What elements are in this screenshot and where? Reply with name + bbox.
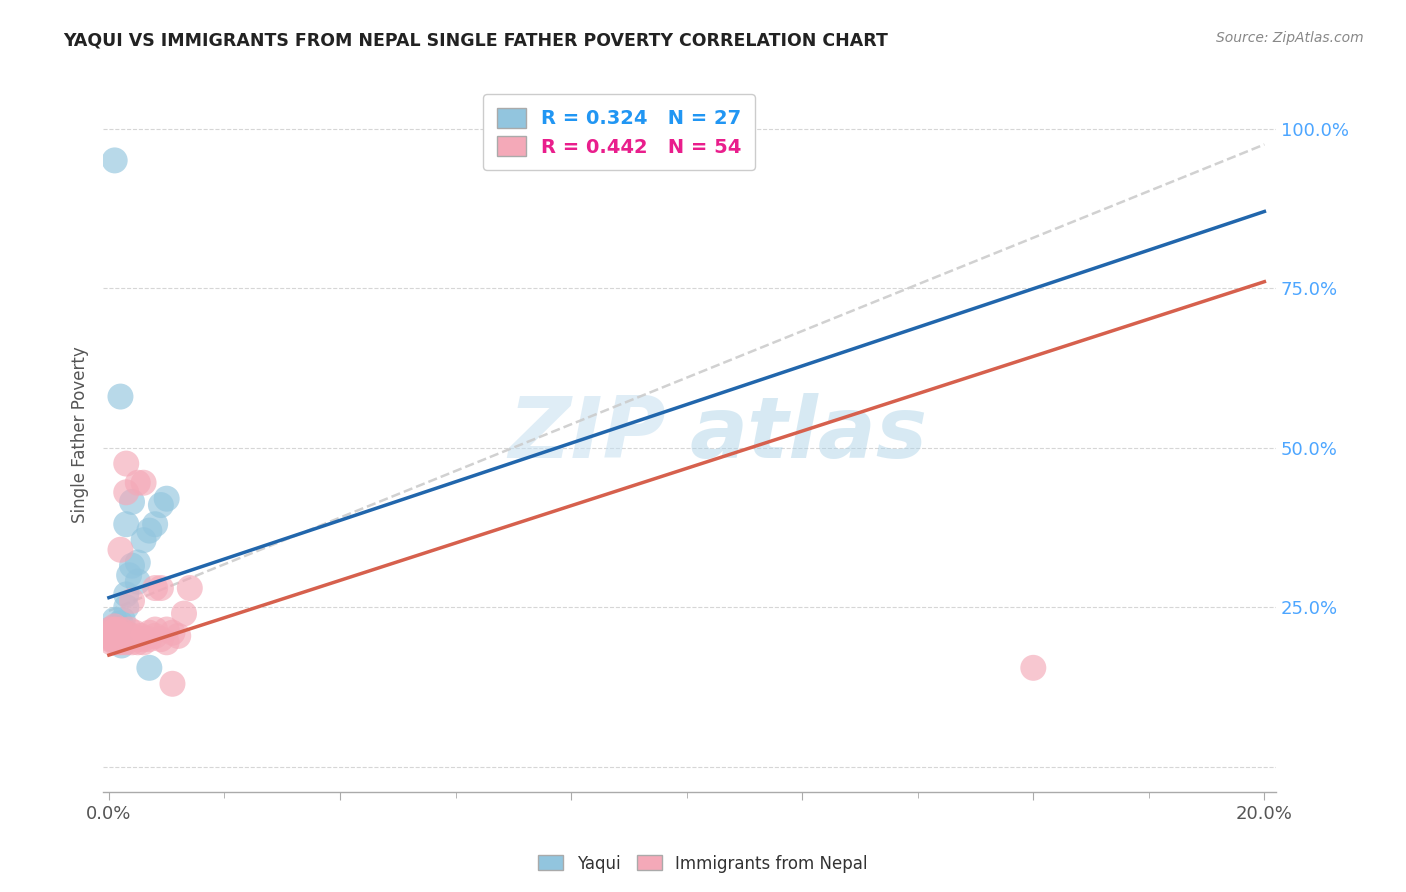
Text: YAQUI VS IMMIGRANTS FROM NEPAL SINGLE FATHER POVERTY CORRELATION CHART: YAQUI VS IMMIGRANTS FROM NEPAL SINGLE FA… (63, 31, 889, 49)
Point (103, 632, 125, 646)
Point (105, 625, 128, 640)
Point (104, 623, 127, 637)
Point (110, 623, 132, 637)
Point (110, 542, 132, 557)
Point (127, 635, 149, 649)
Point (101, 629, 124, 643)
Point (103, 632, 125, 646)
Point (156, 623, 179, 637)
Point (132, 533, 155, 548)
Point (162, 677, 184, 691)
Point (104, 613, 127, 627)
Point (115, 632, 138, 646)
Point (110, 635, 132, 649)
Point (107, 635, 129, 649)
Point (132, 632, 155, 646)
Point (132, 475, 155, 490)
Point (143, 517, 166, 532)
Point (121, 558, 143, 573)
Point (104, 625, 127, 640)
Point (100, 629, 122, 643)
Point (115, 457, 138, 471)
Point (104, 619, 127, 633)
Point (115, 587, 138, 601)
Point (98, 632, 121, 646)
Point (107, 623, 129, 637)
Point (101, 623, 124, 637)
Point (129, 629, 152, 643)
Point (115, 517, 138, 532)
Point (98, 623, 121, 637)
Point (110, 616, 132, 631)
Point (1022, 661, 1045, 675)
Text: ZIP: ZIP (509, 393, 666, 476)
Text: atlas: atlas (689, 393, 928, 476)
Point (127, 632, 149, 646)
Point (156, 635, 179, 649)
Point (111, 629, 134, 643)
Point (138, 625, 160, 640)
Point (105, 632, 128, 646)
Point (121, 635, 143, 649)
Point (104, 635, 127, 649)
Point (115, 600, 138, 615)
Point (162, 625, 184, 640)
Point (127, 574, 149, 589)
Point (143, 623, 166, 637)
Point (115, 625, 138, 640)
Point (121, 594, 143, 608)
Point (167, 629, 190, 643)
Point (121, 495, 143, 509)
Point (132, 635, 155, 649)
Point (111, 613, 134, 627)
Point (121, 629, 143, 643)
Point (143, 629, 166, 643)
Point (143, 581, 166, 595)
Point (100, 635, 122, 649)
Legend: R = 0.324   N = 27, R = 0.442   N = 54: R = 0.324 N = 27, R = 0.442 N = 54 (484, 95, 755, 170)
Point (101, 625, 124, 640)
Point (138, 524, 160, 538)
Point (149, 581, 172, 595)
Point (127, 475, 149, 490)
Legend: Yaqui, Immigrants from Nepal: Yaqui, Immigrants from Nepal (531, 848, 875, 880)
Point (118, 568, 141, 582)
Point (115, 635, 138, 649)
Point (149, 498, 172, 512)
Point (103, 629, 125, 643)
Point (104, 619, 127, 633)
Point (110, 639, 132, 653)
Point (173, 607, 195, 621)
Point (138, 661, 160, 675)
Point (100, 625, 122, 640)
Point (127, 556, 149, 570)
Point (110, 632, 132, 646)
Point (156, 491, 179, 506)
Point (104, 153, 127, 168)
Point (179, 581, 201, 595)
Point (124, 625, 146, 640)
Point (108, 625, 131, 640)
Point (115, 485, 138, 500)
Y-axis label: Single Father Poverty: Single Father Poverty (72, 346, 89, 524)
Point (101, 632, 124, 646)
Point (110, 390, 132, 404)
Point (118, 623, 141, 637)
Point (98, 623, 121, 637)
Point (149, 632, 172, 646)
Point (112, 632, 135, 646)
Point (138, 632, 160, 646)
Text: Source: ZipAtlas.com: Source: ZipAtlas.com (1216, 31, 1364, 45)
